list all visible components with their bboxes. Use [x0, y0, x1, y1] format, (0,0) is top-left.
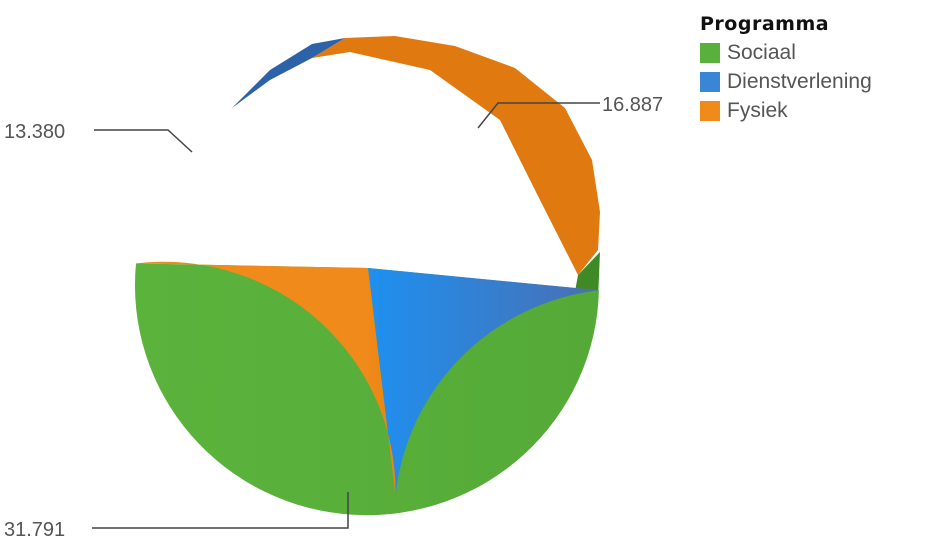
- pie-slice-dienstverlening: [368, 268, 599, 497]
- pie-depth-orange: [312, 36, 600, 275]
- legend-label-sociaal: Sociaal: [727, 40, 796, 64]
- data-label-dienstverlening: 13.380: [4, 121, 65, 143]
- leader-line-fysiek: [477, 102, 600, 129]
- legend-title: Programma: [700, 13, 830, 35]
- legend-label-fysiek: Fysiek: [727, 98, 788, 122]
- data-label-fysiek: 16.887: [602, 94, 663, 116]
- legend-swatch-dienstverlening: [700, 71, 720, 92]
- pie-slice-fysiek: [136, 261, 396, 497]
- legend-swatch-fysiek: [700, 100, 720, 121]
- legend-item-dienstverlening[interactable]: Dienstverlening: [700, 67, 940, 96]
- legend-label-dienstverlening: Dienstverlening: [727, 69, 872, 93]
- legend-item-fysiek[interactable]: Fysiek: [700, 96, 940, 125]
- legend-item-sociaal[interactable]: Sociaal: [700, 38, 940, 67]
- leader-line-sociaal: [92, 492, 349, 529]
- legend: Programma Sociaal Dienstverlening Fysiek: [700, 10, 940, 125]
- legend-swatch-sociaal: [700, 42, 720, 63]
- data-label-sociaal: 31.791: [4, 519, 65, 541]
- leader-line-dienstverlening: [94, 129, 193, 153]
